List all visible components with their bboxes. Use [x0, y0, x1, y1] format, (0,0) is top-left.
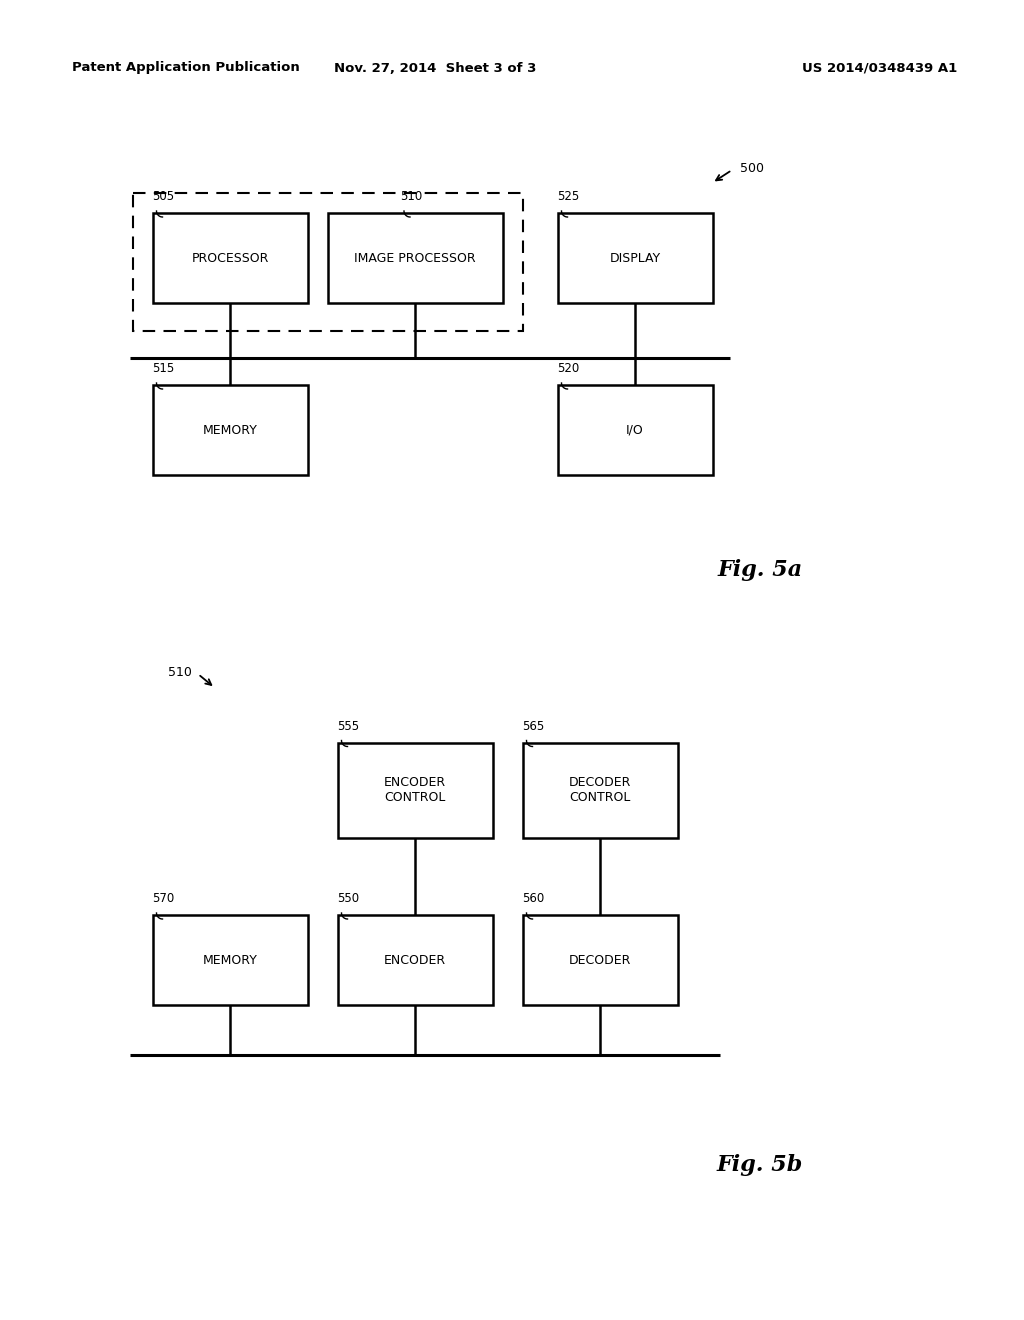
Bar [522, 915, 678, 1005]
Bar [153, 213, 307, 304]
Bar [557, 213, 713, 304]
Text: ENCODER: ENCODER [384, 953, 446, 966]
Text: 555: 555 [338, 719, 359, 733]
Text: 510: 510 [400, 190, 422, 203]
Bar [153, 385, 307, 475]
Text: ENCODER
CONTROL: ENCODER CONTROL [384, 776, 446, 804]
Text: DECODER: DECODER [568, 953, 631, 966]
Text: US 2014/0348439 A1: US 2014/0348439 A1 [803, 62, 957, 74]
Text: MEMORY: MEMORY [203, 953, 257, 966]
Bar [153, 915, 307, 1005]
Text: 560: 560 [522, 892, 545, 906]
Text: 525: 525 [557, 190, 580, 203]
Text: Fig. 5b: Fig. 5b [717, 1154, 803, 1176]
Bar [328, 213, 503, 304]
Text: DISPLAY: DISPLAY [609, 252, 660, 264]
Text: MEMORY: MEMORY [203, 424, 257, 437]
Text: 515: 515 [153, 362, 175, 375]
Bar [522, 742, 678, 837]
Text: 570: 570 [153, 892, 175, 906]
Text: IMAGE PROCESSOR: IMAGE PROCESSOR [354, 252, 476, 264]
Text: Nov. 27, 2014  Sheet 3 of 3: Nov. 27, 2014 Sheet 3 of 3 [334, 62, 537, 74]
Text: 505: 505 [153, 190, 175, 203]
Text: 510: 510 [168, 665, 191, 678]
Text: Patent Application Publication: Patent Application Publication [72, 62, 300, 74]
Text: 565: 565 [522, 719, 545, 733]
Bar [557, 385, 713, 475]
Text: I/O: I/O [626, 424, 644, 437]
Text: 550: 550 [338, 892, 359, 906]
Text: DECODER
CONTROL: DECODER CONTROL [568, 776, 631, 804]
Text: PROCESSOR: PROCESSOR [191, 252, 268, 264]
Text: Fig. 5a: Fig. 5a [718, 558, 803, 581]
Text: 500: 500 [740, 161, 764, 174]
Bar [338, 742, 493, 837]
Text: 520: 520 [557, 362, 580, 375]
Bar [132, 193, 522, 331]
Bar [338, 915, 493, 1005]
